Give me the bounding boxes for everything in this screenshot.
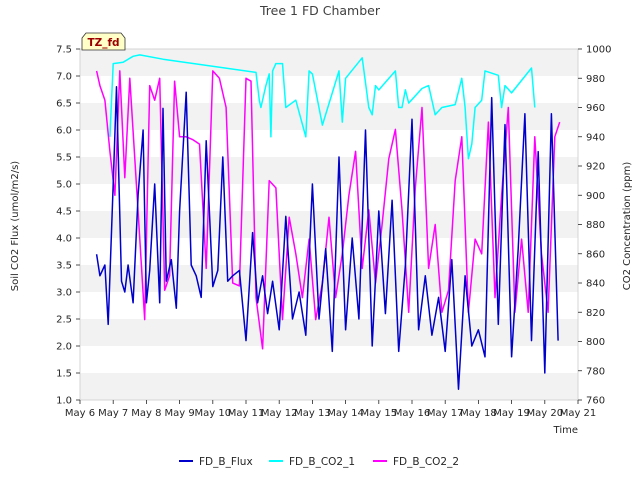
right-tick-label: 860	[586, 249, 605, 260]
legend-label-co2-1: FD_B_CO2_1	[289, 456, 355, 468]
x-tick-label: May 14	[327, 408, 364, 419]
left-tick-label: 2.0	[56, 342, 72, 353]
right-tick-label: 980	[586, 74, 605, 85]
x-tick-label: May 18	[460, 408, 497, 419]
x-tick-label: May 20	[527, 408, 564, 419]
left-tick-label: 4.5	[56, 207, 72, 218]
x-tick-label: May 8	[131, 408, 161, 419]
left-tick-label: 4.0	[56, 234, 72, 245]
x-tick-label: May 17	[427, 408, 464, 419]
chart-title: Tree 1 FD Chamber	[259, 3, 381, 18]
left-tick-label: 5.5	[56, 153, 72, 164]
x-tick-label: May 13	[294, 408, 331, 419]
grid-band	[80, 49, 578, 76]
right-tick-label: 760	[586, 396, 605, 407]
x-tick-label: May 7	[98, 408, 128, 419]
left-tick-label: 2.5	[56, 315, 72, 326]
legend: FD_B_Flux FD_B_CO2_1 FD_B_CO2_2	[179, 456, 459, 468]
right-axis-ticks: 760 780 800 820 840 860 880 900 920 940 960 980 1000	[578, 45, 611, 407]
series-line-fd-b-flux	[95, 86, 559, 390]
series-layer	[95, 54, 561, 390]
x-tick-label: May 19	[493, 408, 530, 419]
right-tick-label: 800	[586, 337, 605, 348]
left-axis-ticks: 1.0 1.5 2.0 2.5 3.0 3.5 4.0 4.5 5.0 5.5 6.0 6.5 7.0 7…	[56, 45, 80, 407]
series-line-fd-b-co2-1	[109, 54, 536, 160]
grid-band	[80, 157, 578, 184]
right-tick-label: 880	[586, 220, 605, 231]
x-tick-label: May 15	[361, 408, 398, 419]
grid-band	[80, 103, 578, 130]
right-tick-label: 940	[586, 132, 605, 143]
grid-band	[80, 373, 578, 400]
right-tick-label: 920	[586, 162, 605, 173]
left-tick-label: 6.0	[56, 126, 72, 137]
right-tick-label: 900	[586, 191, 605, 202]
left-tick-label: 3.0	[56, 288, 72, 299]
x-tick-label: May 11	[228, 408, 265, 419]
x-tick-label: May 21	[560, 408, 597, 419]
tz-badge: TZ_fd	[81, 32, 126, 51]
x-axis-title: Time	[553, 425, 578, 436]
tz-badge-box	[81, 32, 126, 51]
x-tick-label: May 10	[195, 408, 232, 419]
left-tick-label: 5.0	[56, 180, 72, 191]
x-tick-label: May 6	[65, 408, 95, 419]
grid-band	[80, 265, 578, 292]
series-line-fd-b-co2-2	[95, 70, 561, 350]
right-tick-label: 840	[586, 279, 605, 290]
right-tick-label: 1000	[586, 45, 611, 56]
right-tick-label: 820	[586, 308, 605, 319]
left-tick-label: 6.5	[56, 99, 72, 110]
left-tick-label: 3.5	[56, 261, 72, 272]
right-tick-label: 960	[586, 103, 605, 114]
left-tick-label: 1.5	[56, 369, 72, 380]
left-tick-label: 7.5	[56, 45, 72, 56]
x-tick-label: May 16	[394, 408, 431, 419]
legend-label-co2-2: FD_B_CO2_2	[393, 456, 459, 468]
right-tick-label: 780	[586, 366, 605, 377]
x-tick-label: May 12	[261, 408, 298, 419]
left-tick-label: 1.0	[56, 396, 72, 407]
tz-badge-label: TZ_fd	[87, 37, 119, 49]
left-tick-label: 7.0	[56, 72, 72, 83]
right-axis-title: CO2 Concentration (ppm)	[622, 162, 633, 291]
x-tick-label: May 9	[164, 408, 194, 419]
grid-band	[80, 319, 578, 346]
legend-label-flux: FD_B_Flux	[199, 456, 253, 468]
left-axis-title: Soil CO2 Flux (umol/m2/s)	[10, 161, 21, 291]
